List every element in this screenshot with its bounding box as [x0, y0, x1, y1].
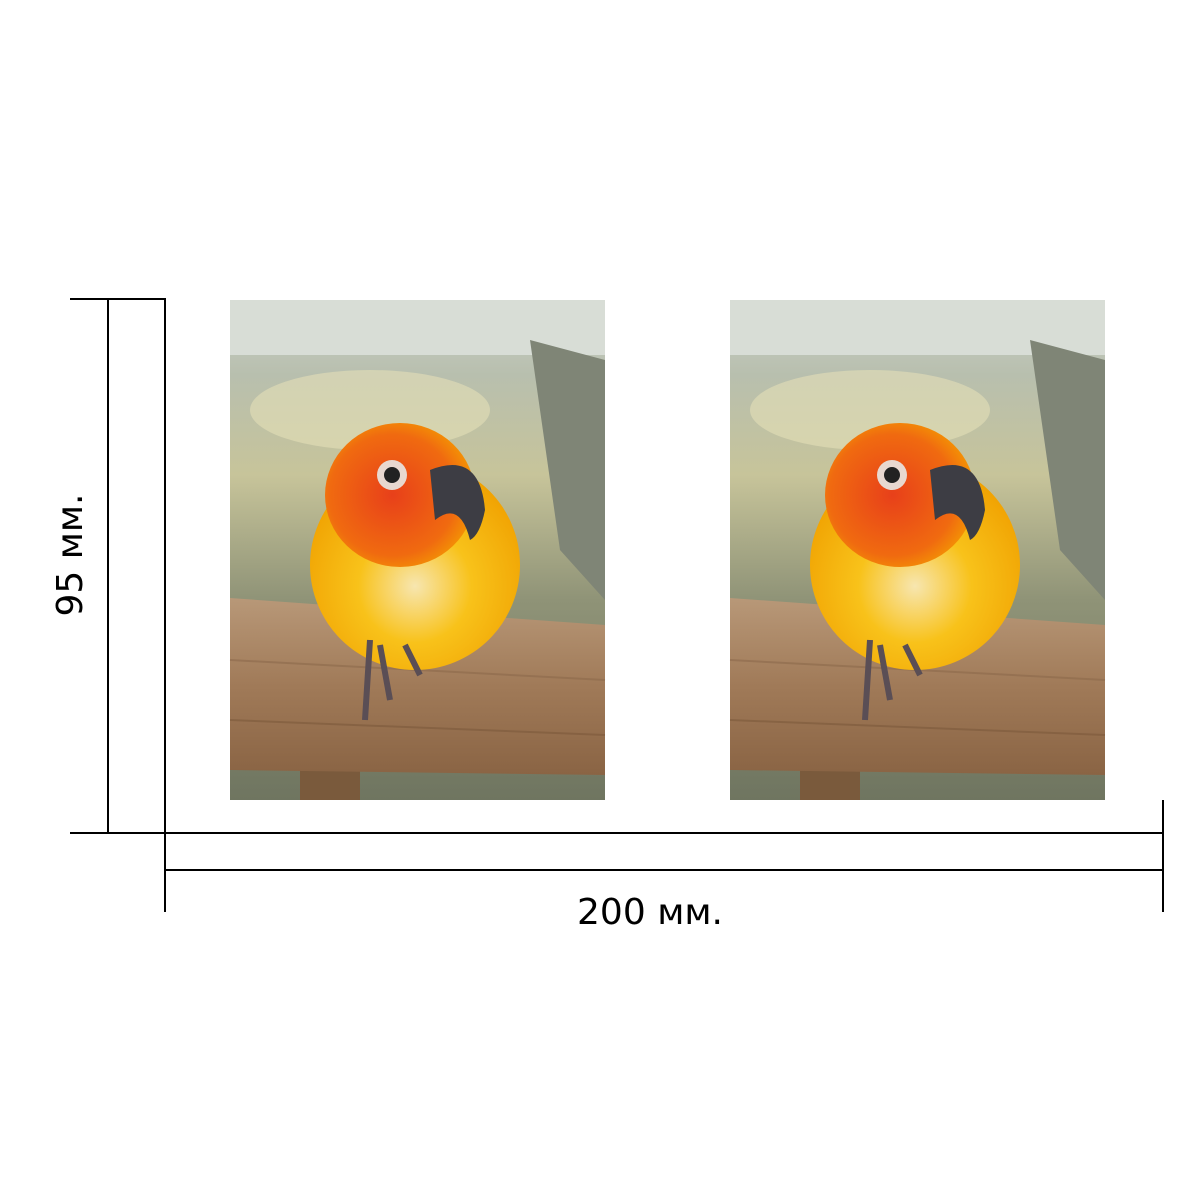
- width-dimension: 200 мм.: [164, 800, 1164, 933]
- product-photo: [730, 300, 1105, 800]
- width-label: 200 мм.: [577, 892, 723, 933]
- height-dimension: 95 мм.: [50, 298, 166, 834]
- height-label: 95 мм.: [50, 493, 91, 616]
- product-photo: [230, 300, 605, 800]
